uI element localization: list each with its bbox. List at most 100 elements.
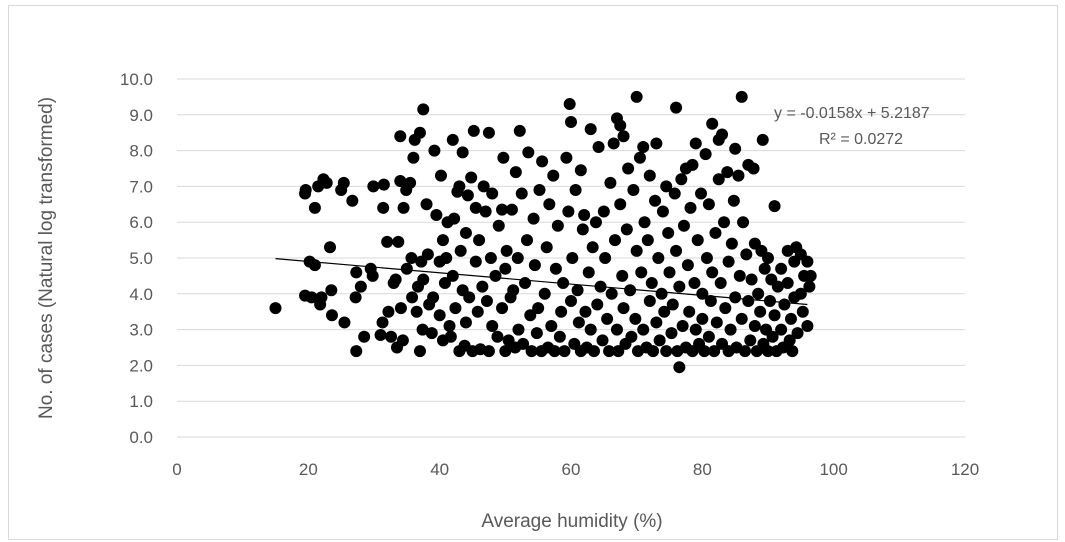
data-point xyxy=(482,345,495,358)
y-axis-tick-labels: 0.0 1.0 2.0 3.0 4.0 5.0 6.0 7.0 8.0 9.0 10.0 xyxy=(120,70,153,447)
data-point xyxy=(762,252,774,264)
data-point xyxy=(338,316,351,329)
y-tick-label: 4.0 xyxy=(129,285,153,304)
data-point xyxy=(597,205,610,218)
data-point xyxy=(465,171,478,184)
data-point xyxy=(305,291,318,304)
data-point xyxy=(459,316,472,329)
data-point xyxy=(446,133,459,146)
data-point xyxy=(417,103,430,116)
data-point xyxy=(563,98,576,111)
data-point xyxy=(607,137,620,150)
data-point xyxy=(698,345,711,358)
data-point xyxy=(702,330,715,343)
data-point xyxy=(484,252,497,264)
data-point xyxy=(781,277,794,290)
data-point xyxy=(512,323,525,336)
data-point xyxy=(691,234,704,247)
data-point xyxy=(469,201,482,214)
chart-area xyxy=(8,5,1058,540)
data-point xyxy=(400,262,413,275)
y-tick-label: 2.0 xyxy=(129,356,153,375)
data-point xyxy=(670,244,683,257)
data-point xyxy=(354,280,367,293)
data-point xyxy=(473,234,486,247)
data-point xyxy=(444,330,457,343)
data-point xyxy=(754,305,767,318)
data-point xyxy=(576,223,589,236)
data-point xyxy=(601,312,614,325)
data-point xyxy=(655,287,668,300)
data-point xyxy=(350,345,363,358)
data-point xyxy=(641,234,654,247)
data-point xyxy=(427,291,440,304)
x-tick-label: 40 xyxy=(430,460,449,479)
data-point xyxy=(454,244,467,257)
data-point xyxy=(804,269,817,282)
data-point xyxy=(796,305,809,318)
data-point xyxy=(366,269,379,282)
data-point xyxy=(579,305,592,318)
data-point xyxy=(617,302,630,315)
data-point xyxy=(476,280,489,293)
data-point xyxy=(569,183,582,196)
data-point xyxy=(549,262,562,275)
data-point xyxy=(389,273,402,286)
data-point xyxy=(308,259,321,272)
x-axis-title: Average humidity (%) xyxy=(481,511,662,532)
data-point xyxy=(778,298,791,311)
data-point xyxy=(696,287,709,300)
data-point xyxy=(574,164,587,177)
data-point xyxy=(589,216,602,229)
data-point xyxy=(603,345,616,358)
data-point xyxy=(727,194,740,207)
data-point xyxy=(668,187,681,200)
data-point xyxy=(747,162,760,175)
data-point xyxy=(599,252,612,264)
data-point xyxy=(438,277,451,290)
data-point xyxy=(673,361,686,374)
data-point xyxy=(737,216,750,229)
data-point xyxy=(269,302,282,315)
data-point xyxy=(775,262,788,275)
data-point xyxy=(486,187,499,200)
data-point xyxy=(616,269,629,282)
data-point xyxy=(443,320,456,333)
data-point xyxy=(505,203,518,216)
data-point xyxy=(801,255,814,268)
data-point xyxy=(673,280,686,293)
data-point xyxy=(407,151,420,164)
data-point xyxy=(591,298,604,311)
data-point xyxy=(756,133,769,146)
data-point xyxy=(586,241,599,254)
data-point xyxy=(766,330,779,343)
data-point xyxy=(324,241,337,254)
data-point xyxy=(610,323,623,336)
data-point xyxy=(381,235,394,248)
data-point xyxy=(551,219,564,232)
data-point xyxy=(507,284,520,297)
data-point xyxy=(801,320,814,333)
data-point xyxy=(522,146,535,159)
x-tick-label: 20 xyxy=(299,460,318,479)
x-tick-label: 120 xyxy=(951,460,979,479)
data-point xyxy=(643,169,656,182)
data-point xyxy=(724,323,737,336)
data-point xyxy=(784,312,797,325)
data-point xyxy=(748,320,761,333)
data-point xyxy=(681,259,694,272)
data-point xyxy=(617,130,630,143)
data-point xyxy=(315,291,328,304)
data-point xyxy=(392,235,405,248)
data-point xyxy=(538,287,551,300)
data-point xyxy=(647,345,660,358)
data-point xyxy=(562,205,575,218)
data-point xyxy=(513,124,526,137)
data-point xyxy=(405,252,418,264)
data-point xyxy=(762,345,774,358)
data-point xyxy=(662,226,675,239)
data-point xyxy=(456,146,469,159)
data-point xyxy=(706,117,719,130)
data-point xyxy=(406,291,419,304)
data-point xyxy=(524,309,537,322)
